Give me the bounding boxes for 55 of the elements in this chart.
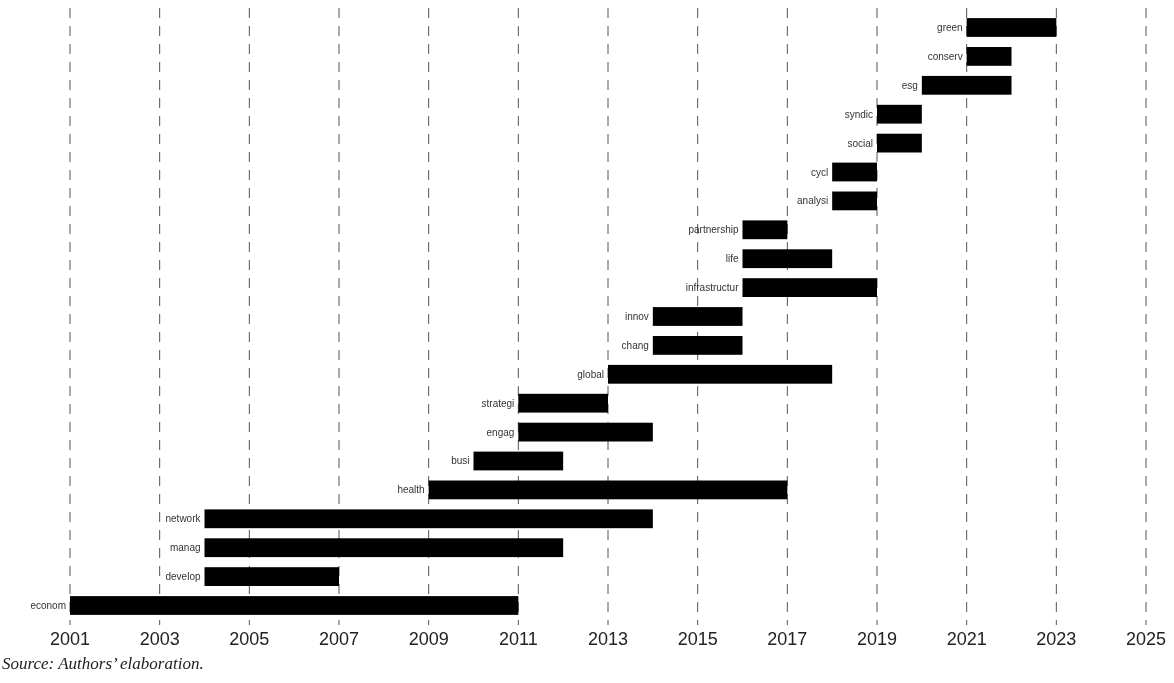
y-tick-label: global	[577, 368, 604, 380]
x-tick-label: 2007	[318, 629, 360, 649]
bar	[428, 480, 788, 500]
x-tick-label: 2021	[946, 629, 987, 649]
bar	[742, 220, 788, 240]
bar	[966, 47, 1012, 66]
bar	[742, 278, 877, 297]
bar	[70, 596, 519, 615]
bar	[204, 567, 339, 586]
bar	[204, 509, 653, 529]
y-tick-label: infrastructur	[685, 282, 740, 294]
y-tick-label: cycl	[810, 166, 829, 178]
y-tick-label: innov	[624, 311, 649, 322]
y-tick-label: econom	[30, 599, 66, 611]
x-tick-label: 2009	[408, 629, 449, 649]
x-tick-label: 2005	[229, 629, 270, 649]
bar	[921, 75, 1012, 95]
x-tick-label: 2011	[498, 629, 538, 649]
bar	[832, 162, 877, 182]
x-tick-label: 2019	[856, 629, 898, 649]
y-tick-label: conserv	[927, 50, 963, 62]
bar	[652, 336, 743, 355]
bar	[742, 249, 833, 269]
y-tick-label: green	[937, 22, 963, 34]
x-tick-label: 2025	[1125, 629, 1167, 649]
y-tick-label: syndic	[844, 108, 873, 120]
source-note: Source: Authors’ elaboration.	[2, 654, 204, 673]
bar	[966, 18, 1057, 37]
bar	[608, 364, 833, 384]
y-tick-label: analysi	[797, 195, 829, 207]
y-tick-label: social	[847, 137, 873, 149]
bar	[877, 133, 922, 153]
bar	[473, 451, 564, 471]
bar	[877, 104, 922, 124]
y-tick-label: health	[397, 484, 425, 496]
y-tick-label: network	[165, 513, 202, 525]
x-tick-label: 2003	[139, 629, 180, 649]
y-tick-label: engag	[486, 426, 515, 438]
bar	[518, 422, 653, 442]
y-tick-label: manag	[169, 542, 201, 554]
x-tick-label: 2013	[587, 629, 629, 649]
x-tick-label: 2017	[767, 629, 808, 649]
y-tick-label: chang	[621, 339, 649, 351]
y-tick-label: develop	[165, 571, 201, 583]
bar	[652, 307, 743, 326]
x-tick-label: 2015	[677, 629, 718, 649]
bar	[832, 191, 877, 211]
bar	[204, 538, 564, 558]
x-tick-label: 2023	[1036, 629, 1077, 649]
y-tick-label: busi	[451, 455, 470, 467]
y-tick-label: life	[725, 253, 739, 265]
x-tick-label: 2001	[49, 629, 91, 649]
y-tick-label: strategi	[481, 397, 515, 409]
y-tick-label: esg	[901, 79, 918, 91]
bar	[518, 393, 608, 413]
